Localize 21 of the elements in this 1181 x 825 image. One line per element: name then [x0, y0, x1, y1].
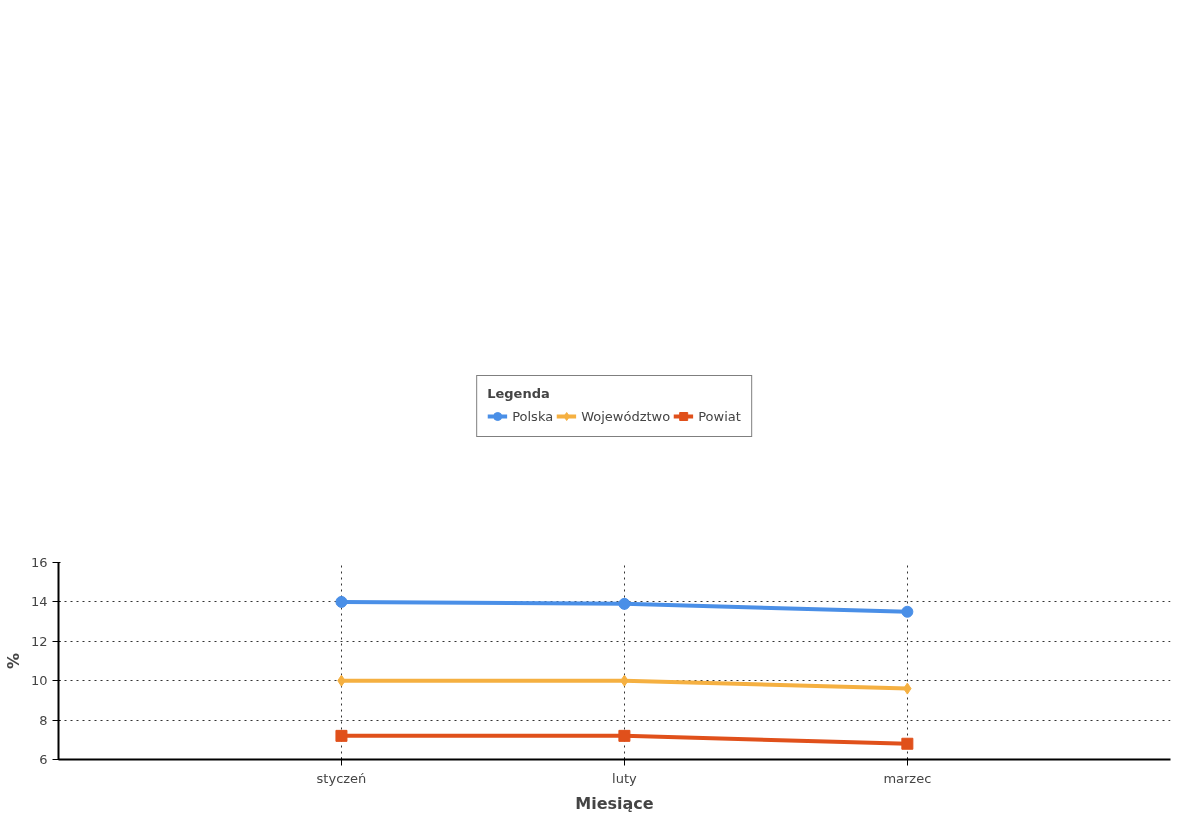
y-tick-label: 10	[30, 673, 48, 689]
legend-title: Legenda	[487, 386, 551, 401]
y-tick-label: 8	[39, 712, 48, 728]
point	[335, 729, 348, 742]
x-tick-label: luty	[612, 770, 638, 786]
y-tick-label: 6	[39, 752, 48, 767]
x-tick-label: styczeń	[316, 770, 367, 786]
x-tick-label: marzec	[883, 770, 932, 786]
legend-label: Województwo	[581, 408, 671, 424]
point	[618, 597, 631, 610]
point	[618, 729, 631, 742]
y-tick-label: 14	[30, 594, 48, 610]
point	[901, 737, 914, 750]
point	[335, 595, 348, 608]
y-axis-title: %	[3, 652, 23, 670]
point	[901, 605, 914, 618]
legend-label: Powiat	[698, 408, 741, 424]
legend-label: Polska	[512, 408, 554, 424]
y-tick-label: 12	[30, 633, 48, 649]
x-axis-title: Miesiące	[575, 793, 654, 813]
y-tick-label: 16	[30, 555, 48, 570]
